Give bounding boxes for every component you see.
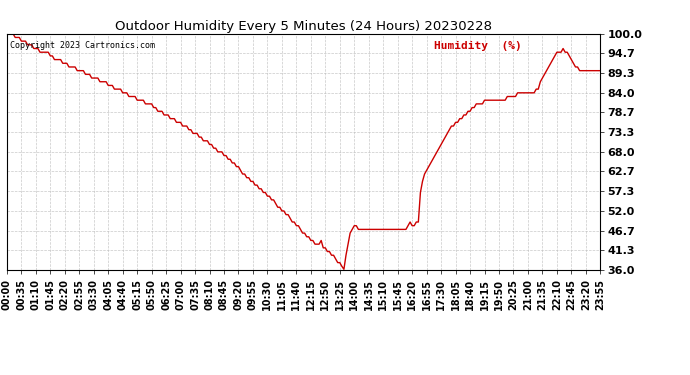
- Text: Humidity  (%): Humidity (%): [434, 41, 522, 51]
- Text: Copyright 2023 Cartronics.com: Copyright 2023 Cartronics.com: [10, 41, 155, 50]
- Title: Outdoor Humidity Every 5 Minutes (24 Hours) 20230228: Outdoor Humidity Every 5 Minutes (24 Hou…: [115, 20, 492, 33]
